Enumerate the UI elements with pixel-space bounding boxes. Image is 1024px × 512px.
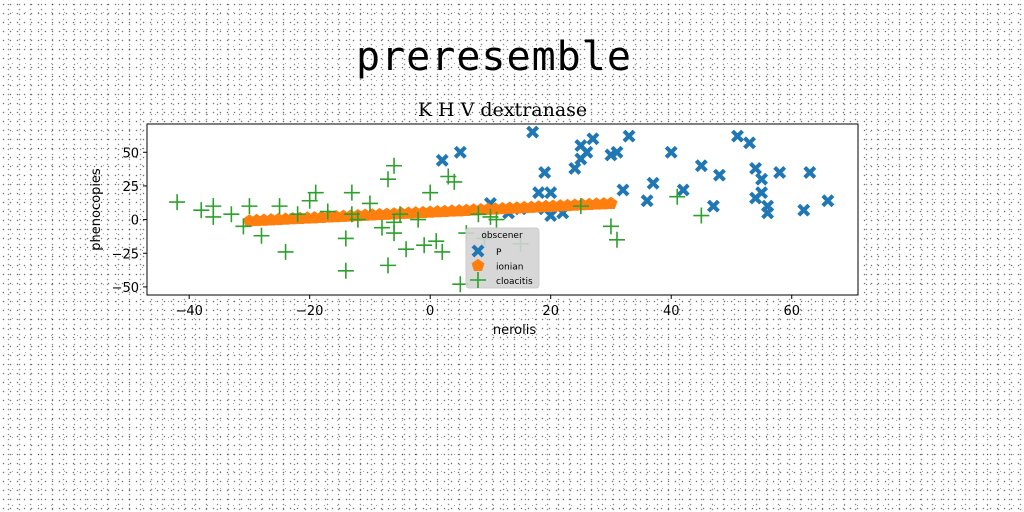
x-tick-label: 20 (542, 304, 559, 319)
cloacitis-point (446, 173, 463, 190)
cloacitis-point (572, 198, 589, 215)
cloacitis-point (349, 211, 366, 228)
cloacitis-point (470, 206, 487, 223)
x-tick-label: −40 (175, 304, 202, 319)
P-point (742, 136, 757, 150)
P-point (610, 145, 624, 159)
P-point (435, 153, 449, 167)
P-point (544, 186, 558, 200)
legend-label: ionian (496, 263, 523, 273)
y-axis-label: phenocopies (89, 168, 104, 251)
axes-frame (146, 123, 859, 296)
P-point (664, 145, 678, 159)
P-point (803, 165, 817, 180)
cloacitis-point (223, 206, 240, 223)
cloacitis-point (373, 219, 390, 236)
y-tick-label: −25 (112, 247, 139, 262)
ionian-point (471, 258, 485, 272)
cloacitis-point (337, 262, 354, 279)
x-tick-label: 0 (426, 304, 434, 319)
series-ionian (242, 196, 618, 227)
P-point (749, 161, 763, 175)
y-tick-label: 25 (122, 180, 139, 195)
cloacitis-point (169, 194, 186, 211)
x-tick-label: 60 (783, 304, 800, 319)
legend-title: obscener (481, 231, 523, 241)
x-tick-label: 40 (663, 304, 680, 319)
cloacitis-point (392, 206, 409, 223)
P-point (773, 165, 787, 180)
legend-label: cloacitis (496, 277, 533, 287)
P-point (616, 183, 630, 197)
cloacitis-point (337, 230, 354, 247)
P-point (755, 172, 769, 186)
cloacitis-point (428, 233, 445, 250)
P-point (821, 194, 835, 208)
cloacitis-point (277, 243, 294, 260)
cloacitis-point (386, 157, 403, 174)
cloacitis-point (410, 211, 427, 228)
cloacitis-point (241, 198, 258, 215)
cloacitis-point (289, 206, 306, 223)
cloacitis-point (386, 225, 403, 242)
legend-box (465, 227, 540, 289)
cloacitis-point (434, 243, 451, 260)
P-point (622, 129, 636, 143)
cloacitis-point (193, 202, 210, 219)
cloacitis-point (488, 211, 505, 228)
cloacitis-point (470, 272, 486, 288)
cloacitis-point (380, 171, 397, 188)
figure-suptitle: preresemble (356, 34, 632, 80)
P-point (694, 159, 708, 173)
P-point (749, 191, 763, 205)
cloacitis-point (205, 208, 222, 225)
cloacitis-point (380, 257, 397, 274)
cloacitis-point (602, 218, 619, 235)
P-point (646, 176, 660, 190)
cloacitis-point (271, 198, 288, 215)
P-point (568, 161, 582, 175)
y-tick-label: 50 (122, 146, 139, 161)
P-point (586, 132, 600, 146)
P-point (526, 125, 540, 139)
ionian-point (604, 196, 618, 209)
P-point (797, 203, 811, 217)
cloacitis-point (343, 184, 360, 201)
P-point (730, 129, 745, 143)
cloacitis-point (416, 237, 433, 254)
P-point (712, 168, 726, 182)
cloacitis-point (235, 218, 252, 235)
y-tick-label: 0 (131, 214, 139, 229)
cloacitis-point (422, 184, 439, 201)
cloacitis-point (669, 188, 686, 205)
y-tick-label: −50 (112, 281, 139, 296)
P-point (706, 199, 720, 213)
P-point (471, 244, 485, 258)
P-point (761, 206, 775, 220)
P-point (676, 183, 690, 197)
cloacitis-point (319, 203, 336, 220)
x-tick-label: −20 (296, 304, 323, 319)
cloacitis-point (253, 227, 270, 244)
P-point (640, 194, 654, 208)
cloacitis-point (693, 207, 710, 224)
series-cloacitis (169, 157, 710, 293)
cloacitis-point (361, 195, 378, 212)
P-point (574, 152, 588, 166)
legend-label: P (496, 248, 502, 258)
cloacitis-point (608, 231, 625, 248)
chart-title: K H V dextranase (418, 99, 587, 121)
cloacitis-point (307, 184, 324, 201)
cloacitis-point (398, 241, 415, 258)
x-axis-label: nerolis (493, 323, 536, 338)
cloacitis-point (301, 192, 318, 209)
P-point (538, 165, 552, 180)
P-point (453, 145, 467, 159)
